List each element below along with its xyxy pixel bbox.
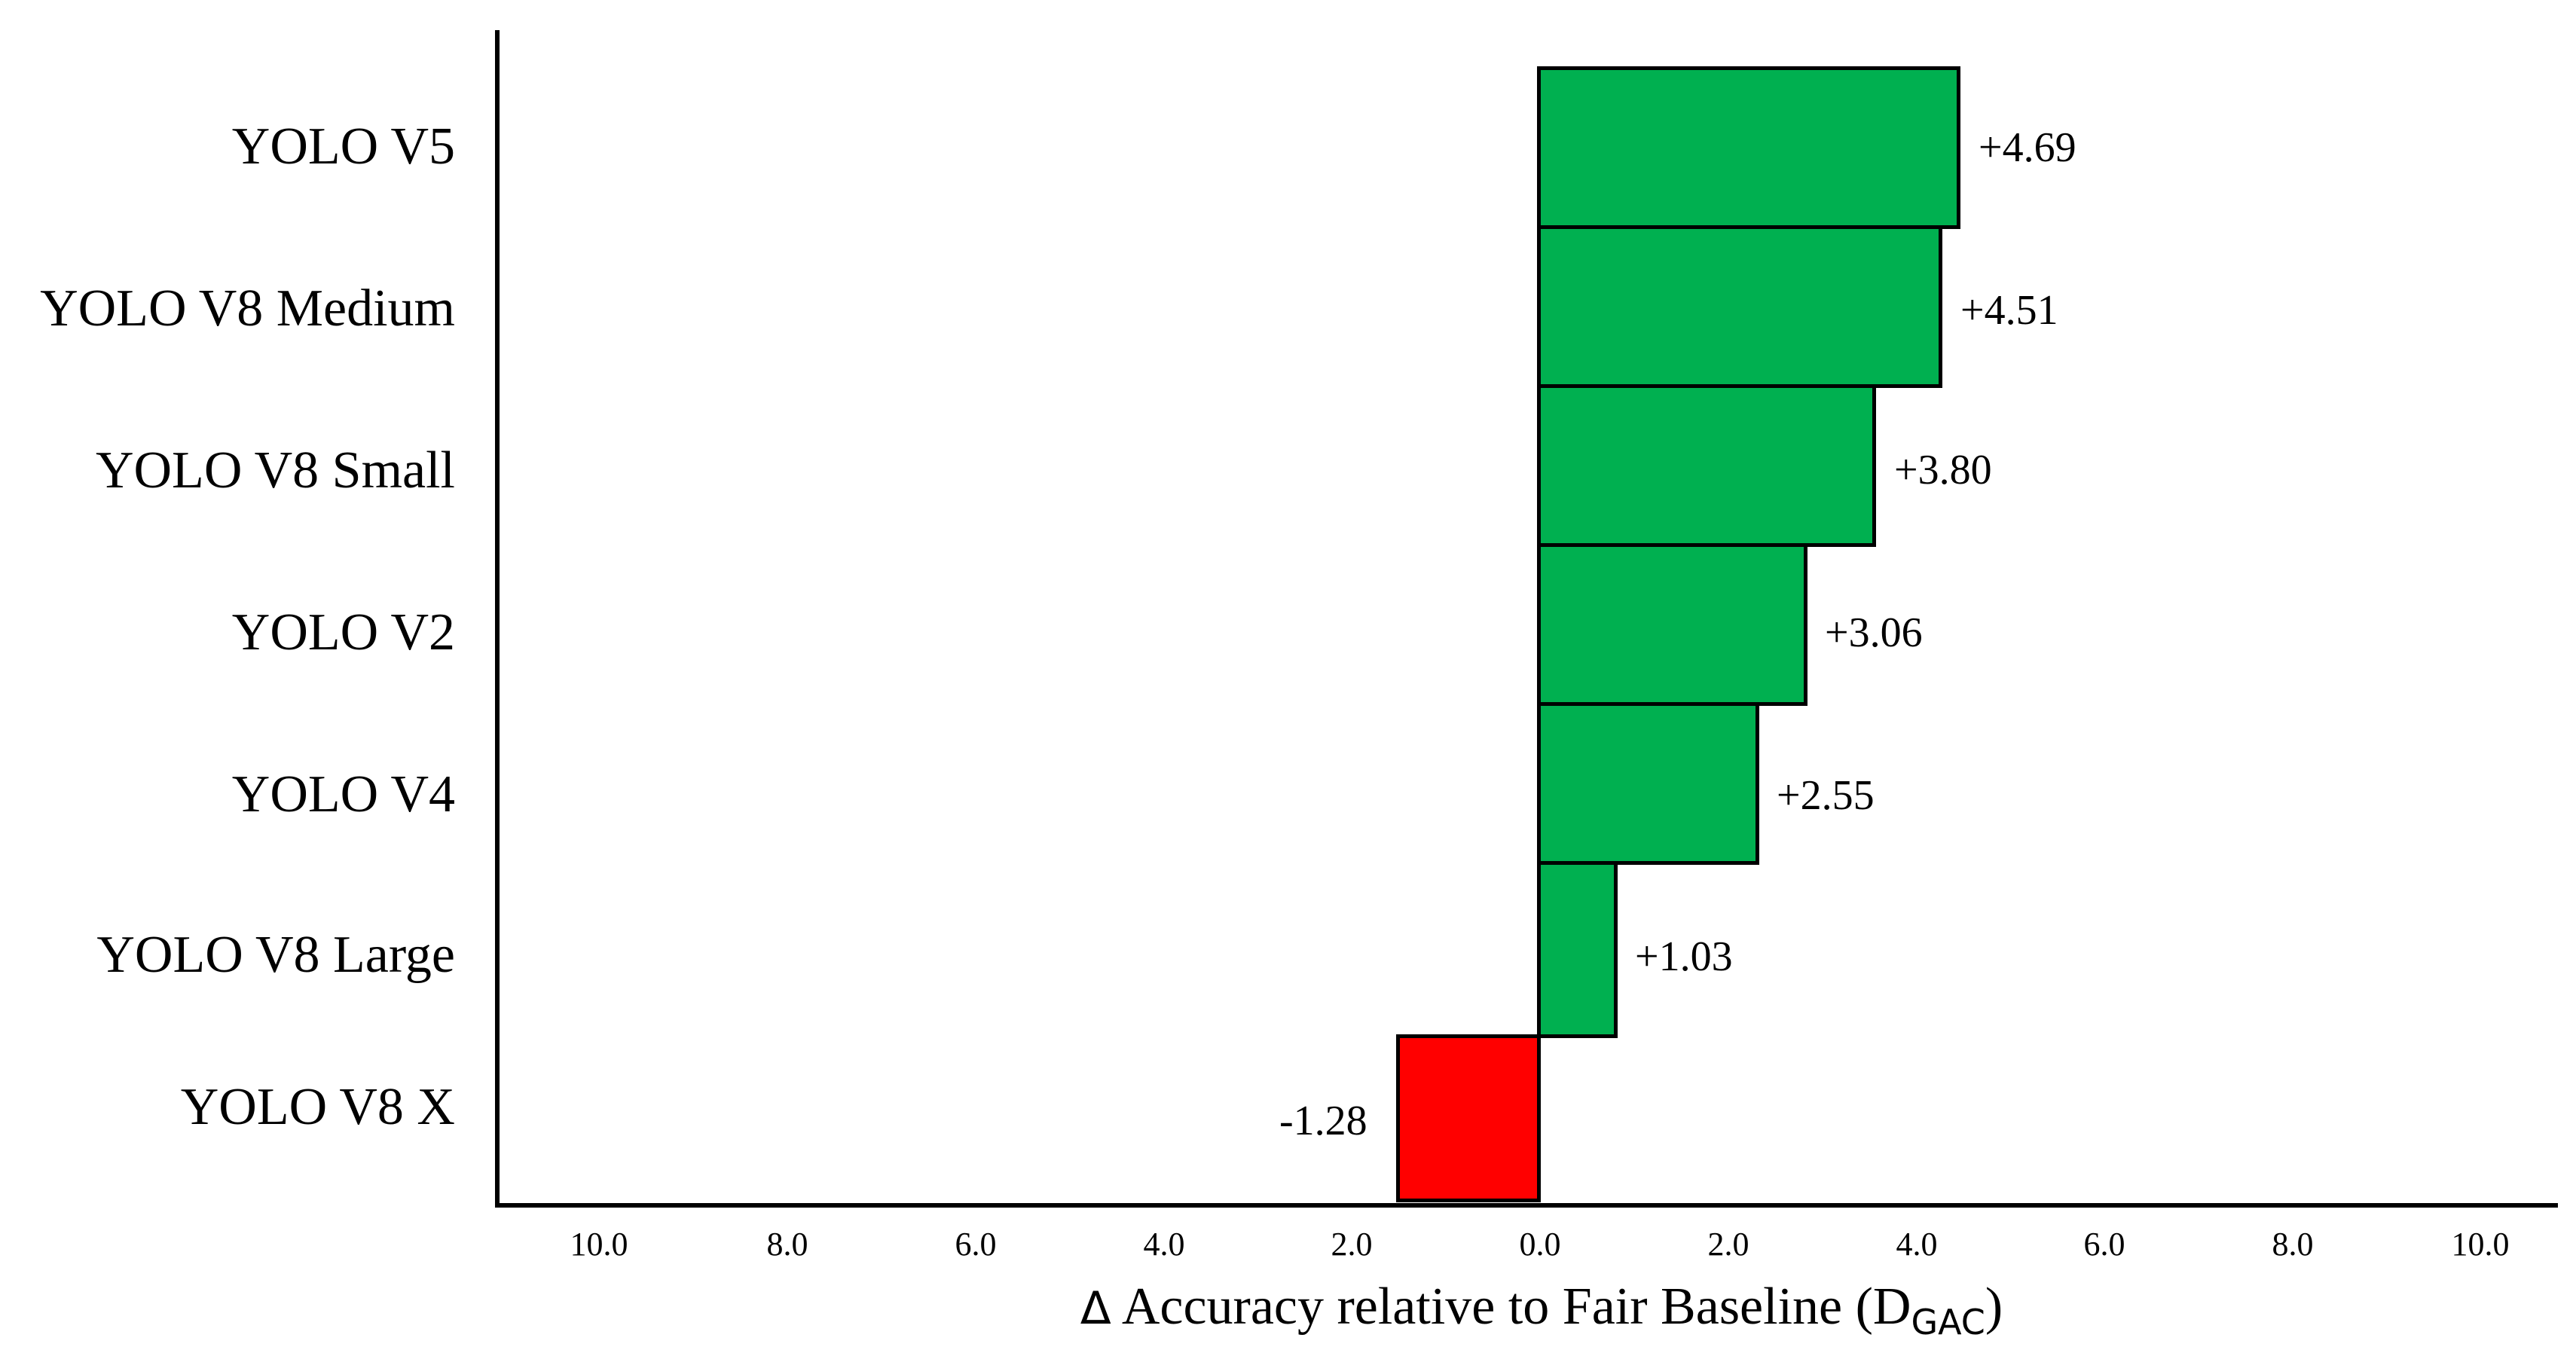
x-tick-label: 8.0 xyxy=(766,1226,808,1263)
value-label: +4.69 xyxy=(1979,124,2076,171)
value-label: +1.03 xyxy=(1635,933,1733,980)
bar-yolo-v8-small xyxy=(1537,384,1876,547)
x-axis-title: Δ Accuracy relative to Fair Baseline (DGA… xyxy=(1080,1278,2003,1342)
x-tick-label: 6.0 xyxy=(955,1226,997,1263)
y-axis-line xyxy=(495,30,500,1208)
category-label: YOLO V8 Large xyxy=(96,926,455,984)
x-tick-label: 4.0 xyxy=(1896,1226,1938,1263)
category-label: YOLO V8 Small xyxy=(95,441,455,499)
value-label: +3.06 xyxy=(1825,609,1923,656)
x-tick-label: 10.0 xyxy=(2451,1226,2510,1263)
x-tick-label: 10.0 xyxy=(570,1226,628,1263)
bar-yolo-v2 xyxy=(1537,543,1807,706)
category-label: YOLO V8 Medium xyxy=(40,279,455,337)
x-axis-title-main: Accuracy relative to Fair Baseline (D xyxy=(1121,1278,1911,1336)
x-tick-label: 2.0 xyxy=(1331,1226,1373,1263)
category-label: YOLO V8 X xyxy=(180,1078,455,1136)
bar-yolo-v8-large xyxy=(1537,861,1618,1038)
bar-yolo-v5 xyxy=(1537,66,1960,229)
category-label: YOLO V5 xyxy=(231,118,455,176)
bar-yolo-v4 xyxy=(1537,702,1759,865)
x-tick-label: 6.0 xyxy=(2083,1226,2125,1263)
delta-symbol: Δ xyxy=(1080,1282,1111,1335)
bar-yolo-v8-medium xyxy=(1537,225,1942,388)
x-tick-label: 2.0 xyxy=(1707,1226,1749,1263)
value-label: -1.28 xyxy=(1279,1098,1367,1144)
x-axis-title-subscript: GAC xyxy=(1911,1302,1985,1342)
x-tick-label: 8.0 xyxy=(2272,1226,2314,1263)
category-label: YOLO V2 xyxy=(231,603,455,661)
x-axis-line xyxy=(495,1203,2558,1208)
x-tick-label: 4.0 xyxy=(1143,1226,1185,1263)
x-tick-label: 0.0 xyxy=(1519,1226,1561,1263)
value-label: +3.80 xyxy=(1894,447,1992,493)
bar-yolo-v8-x xyxy=(1396,1034,1541,1202)
x-axis-title-close: ) xyxy=(1985,1278,2003,1336)
value-label: +4.51 xyxy=(1960,287,2058,334)
value-label: +2.55 xyxy=(1777,772,1875,819)
category-label: YOLO V4 xyxy=(231,765,455,823)
